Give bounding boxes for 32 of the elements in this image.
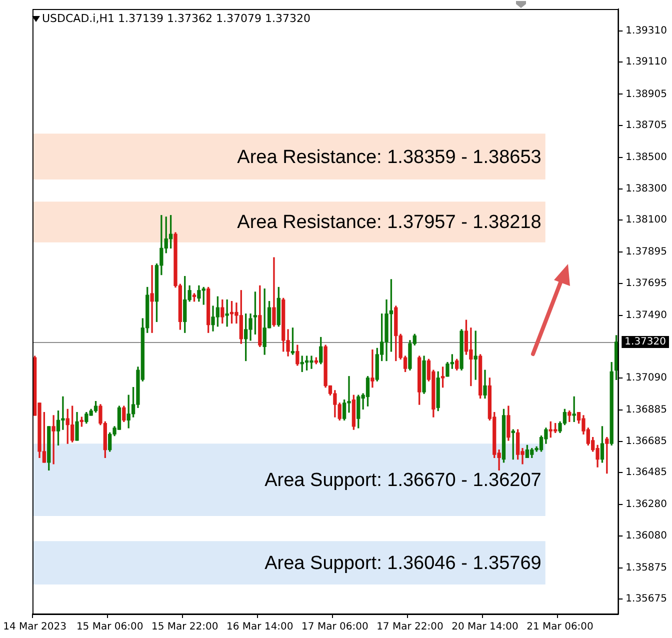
y-tick-label: 1.38705 — [626, 120, 668, 132]
y-tick-label: 1.39110 — [626, 56, 668, 68]
y-tick-label: 1.36685 — [626, 436, 668, 447]
y-tick-label: 1.35675 — [626, 594, 668, 605]
x-tick-label: 15 Mar 06:00 — [76, 622, 144, 633]
y-tick-label: 1.38905 — [626, 88, 668, 100]
y-tick-label: 1.35875 — [626, 562, 668, 574]
y-tick-label: 1.38300 — [626, 183, 668, 194]
x-tick-label: 21 Mar 06:00 — [526, 622, 594, 633]
y-tick-label: 1.37695 — [626, 278, 668, 289]
y-tick-label: 1.36280 — [626, 499, 668, 510]
band-label: Area Support: 1.36046 - 1.35769 — [264, 553, 542, 574]
chart-title: USDCAD.i,H1 1.37139 1.37362 1.37079 1.37320 — [42, 12, 310, 25]
y-tick-label: 1.37490 — [626, 310, 668, 321]
y-tick-label: 1.37090 — [626, 372, 668, 384]
y-tick-label: 1.36080 — [626, 530, 668, 542]
x-tick-label: 17 Mar 22:00 — [376, 622, 444, 633]
band-label: Area Support: 1.36670 - 1.36207 — [264, 470, 542, 492]
x-tick-label: 14 Mar 2023 — [3, 622, 67, 633]
x-tick-label: 15 Mar 22:00 — [151, 622, 218, 633]
band-label: Area Resistance: 1.37957 - 1.38218 — [237, 212, 542, 234]
y-tick-label: 1.38100 — [626, 214, 668, 226]
y-tick-label: 1.39310 — [626, 25, 668, 36]
y-tick-label: 1.37895 — [626, 246, 668, 258]
y-tick-label: 1.36485 — [626, 467, 668, 478]
x-tick-label: 16 Mar 14:00 — [226, 622, 294, 633]
x-tick-label: 17 Mar 06:00 — [302, 622, 368, 633]
y-tick-label: 1.36885 — [626, 404, 668, 416]
x-tick-label: 20 Mar 14:00 — [452, 622, 518, 633]
y-tick-label: 1.38500 — [626, 152, 668, 164]
band-label: Area Resistance: 1.38359 - 1.38653 — [237, 146, 542, 168]
ref-line-label: 1.37320 — [624, 336, 666, 348]
